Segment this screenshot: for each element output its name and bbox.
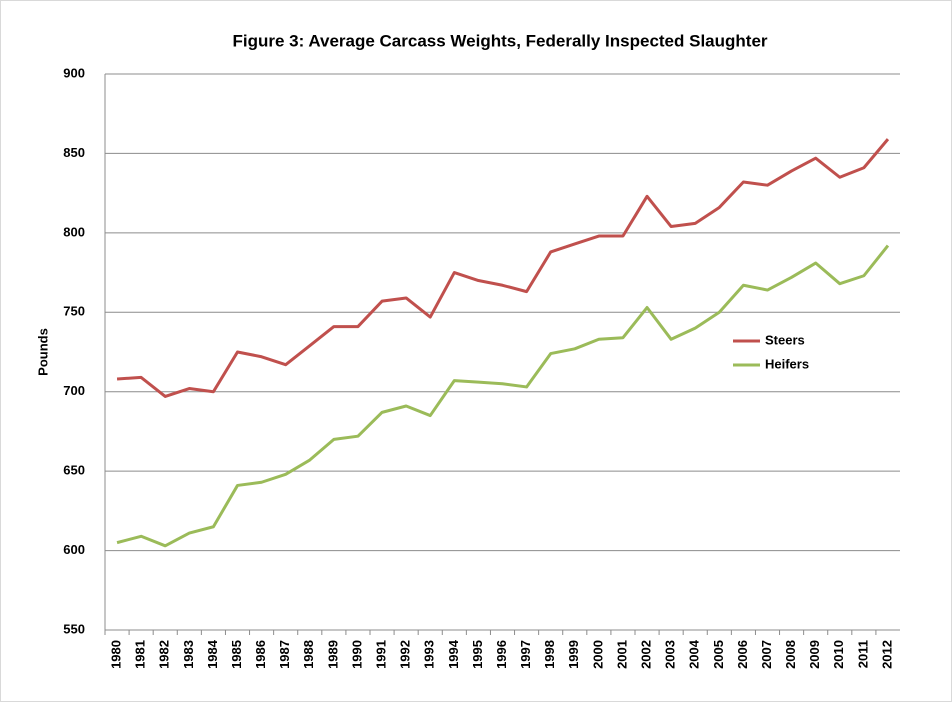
x-tick-label: 1982 bbox=[157, 640, 172, 669]
legend-label: Steers bbox=[765, 332, 805, 347]
series-line bbox=[116, 138, 890, 398]
x-tick-label: 2003 bbox=[663, 640, 678, 669]
x-tick-label: 2001 bbox=[614, 640, 629, 669]
y-axis-label: Pounds bbox=[35, 328, 50, 376]
x-tick-label: 1980 bbox=[108, 640, 123, 669]
y-tick-label: 800 bbox=[63, 224, 85, 239]
x-tick-label: 1996 bbox=[494, 640, 509, 669]
x-tick-label: 1986 bbox=[253, 640, 268, 669]
y-tick-label: 650 bbox=[63, 463, 85, 478]
legend-label: Heifers bbox=[765, 356, 809, 371]
x-tick-label: 2009 bbox=[807, 640, 822, 669]
x-tick-label: 1997 bbox=[518, 640, 533, 669]
x-tick-label: 1990 bbox=[349, 640, 364, 669]
x-tick-label: 2005 bbox=[711, 640, 726, 669]
x-tick-label: 1998 bbox=[542, 640, 557, 669]
y-tick-label: 550 bbox=[63, 621, 85, 636]
x-tick-label: 2012 bbox=[879, 640, 894, 669]
x-tick-label: 2000 bbox=[590, 640, 605, 669]
x-tick-label: 1999 bbox=[566, 640, 581, 669]
x-tick-label: 2004 bbox=[687, 639, 702, 669]
x-tick-label: 1983 bbox=[181, 640, 196, 669]
x-tick-label: 1981 bbox=[133, 640, 148, 669]
x-tick-label: 1985 bbox=[229, 640, 244, 669]
chart-title: Figure 3: Average Carcass Weights, Feder… bbox=[232, 31, 767, 50]
x-tick-label: 1984 bbox=[205, 639, 220, 669]
y-tick-label: 750 bbox=[63, 304, 85, 319]
y-tick-label: 600 bbox=[63, 542, 85, 557]
x-tick-label: 1989 bbox=[325, 640, 340, 669]
x-tick-label: 2010 bbox=[831, 640, 846, 669]
y-tick-label: 900 bbox=[63, 65, 85, 80]
x-tick-label: 1988 bbox=[301, 640, 316, 669]
x-tick-label: 2008 bbox=[783, 640, 798, 669]
x-tick-label: 1995 bbox=[470, 640, 485, 669]
x-tick-label: 2007 bbox=[759, 640, 774, 669]
x-tick-label: 2006 bbox=[735, 640, 750, 669]
x-tick-label: 1987 bbox=[277, 640, 292, 669]
x-tick-label: 1991 bbox=[373, 640, 388, 669]
x-tick-label: 2002 bbox=[638, 640, 653, 669]
x-tick-label: 1994 bbox=[446, 639, 461, 669]
x-tick-label: 2011 bbox=[855, 640, 870, 668]
x-tick-label: 1993 bbox=[422, 640, 437, 669]
x-tick-label: 1992 bbox=[398, 640, 413, 669]
y-tick-label: 700 bbox=[63, 383, 85, 398]
y-tick-label: 850 bbox=[63, 145, 85, 160]
series-line bbox=[116, 244, 890, 548]
